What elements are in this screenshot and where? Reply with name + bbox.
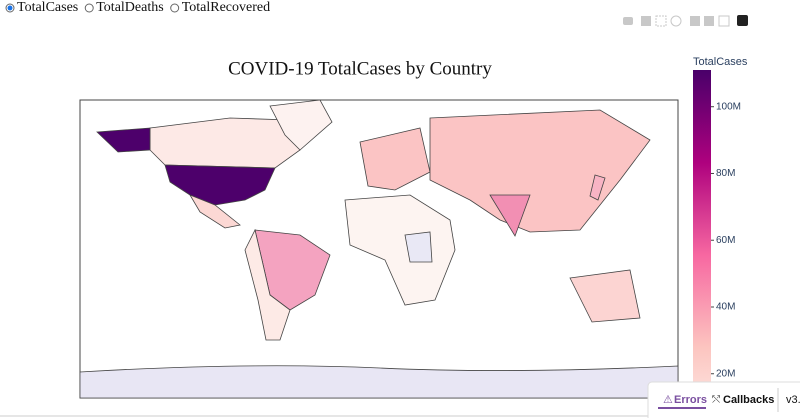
canada <box>149 117 301 169</box>
radio-dot <box>7 5 13 11</box>
colorbar-tick-label: 60M <box>716 235 735 246</box>
india <box>489 194 531 237</box>
radio-label: TotalRecovered <box>182 0 270 15</box>
pan-icon[interactable] <box>641 16 651 26</box>
mexico <box>189 194 241 229</box>
callbacks-button[interactable]: Callbacks <box>723 394 774 406</box>
zoom-out-icon[interactable] <box>704 16 714 26</box>
radio-button[interactable] <box>170 3 180 13</box>
colorbar: 20M 40M 60M 80M 100M <box>693 70 741 418</box>
australia <box>569 269 641 323</box>
modebar <box>623 15 748 27</box>
radio-button[interactable] <box>84 3 94 13</box>
chart-title: COVID-19 TotalCases by Country <box>228 58 492 79</box>
europe <box>359 127 431 191</box>
asia <box>429 109 651 233</box>
colorbar-tick-label: 20M <box>716 368 735 379</box>
radio-group: TotalCases TotalDeaths TotalRecovered <box>5 0 270 15</box>
plotly-logo[interactable] <box>737 15 748 26</box>
alaska <box>96 127 151 153</box>
south-america <box>244 228 291 341</box>
callbacks-icon: ⤲ <box>711 395 720 406</box>
version: v3. <box>786 394 800 406</box>
colorbar-scale <box>693 70 711 418</box>
warning-icon: ⚠ <box>663 394 673 406</box>
radio-label: TotalDeaths <box>96 0 163 15</box>
usa <box>164 164 276 206</box>
reset-icon[interactable] <box>718 15 730 27</box>
map <box>79 99 679 399</box>
lasso-icon[interactable] <box>670 15 682 27</box>
colorbar-tick-label: 100M <box>716 101 741 112</box>
camera-icon[interactable] <box>623 17 633 25</box>
debug-menu: ⚠ Errors ⤲ Callbacks v3. <box>647 381 800 418</box>
colorbar-tick-label: 80M <box>716 168 735 179</box>
zoom-in-icon[interactable] <box>690 16 700 26</box>
colorbar-title: TotalCases <box>693 56 748 68</box>
colorbar-tick-label: 40M <box>716 302 735 313</box>
antarctica <box>79 365 679 399</box>
congo <box>404 231 433 263</box>
errors-button[interactable]: Errors <box>674 394 707 406</box>
radio-label: TotalCases <box>17 0 78 15</box>
japan <box>589 174 606 201</box>
greenland <box>269 99 333 151</box>
africa <box>344 194 456 306</box>
select-icon[interactable] <box>655 15 667 27</box>
debug-panel <box>647 381 800 418</box>
